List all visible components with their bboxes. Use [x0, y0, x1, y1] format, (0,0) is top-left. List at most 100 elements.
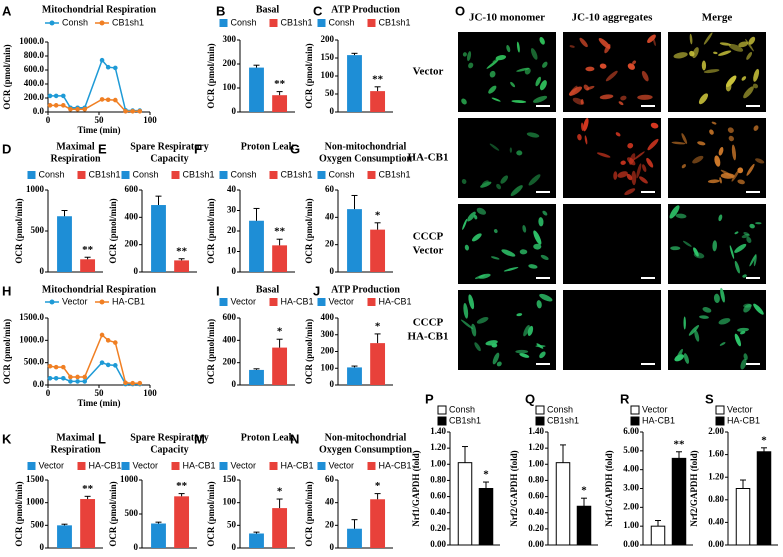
- data-point: [130, 380, 135, 386]
- y-tick-label: 0: [232, 379, 237, 389]
- y-tick-label: 0: [40, 542, 45, 552]
- significance: **: [274, 226, 286, 238]
- cell: [489, 70, 496, 78]
- y-tick-label: 60: [325, 184, 335, 194]
- legend-swatch: [171, 171, 180, 179]
- legend-label: CB1sh1: [112, 17, 144, 27]
- micrograph: [458, 118, 556, 198]
- cell: [641, 70, 649, 82]
- cell: [709, 129, 714, 135]
- legend-label: CB1sh1: [183, 169, 215, 179]
- cell: [468, 294, 475, 310]
- cell: [692, 47, 699, 59]
- cell: [743, 231, 750, 236]
- y-axis-label: OCR (pmol/min): [206, 481, 216, 546]
- chart-title: Mitochondrial Respiration: [42, 284, 157, 295]
- y-tick-label: 100: [321, 362, 335, 372]
- bar: [671, 457, 687, 546]
- x-axis-label: Time (min): [77, 398, 120, 408]
- data-point: [82, 379, 88, 384]
- legend-swatch: [367, 298, 376, 306]
- bar: [272, 95, 288, 112]
- cell: [535, 76, 541, 87]
- data-point: [123, 109, 128, 114]
- cell: [491, 97, 501, 102]
- x-tick-label: 100: [143, 388, 157, 398]
- y-tick-label: 0.00: [708, 539, 724, 549]
- cell: [596, 152, 611, 158]
- cell: [510, 185, 523, 197]
- y-tick-label: 20: [227, 225, 237, 235]
- legend-swatch: [367, 19, 376, 27]
- y-tick-label: 10: [227, 246, 237, 256]
- data-point: [68, 374, 73, 380]
- chart-title: Spare Respiratory: [130, 141, 208, 152]
- chart-title: Spare Respiratory: [130, 432, 208, 443]
- y-axis-label: OCR (pmol/min): [14, 198, 24, 263]
- cell: [583, 84, 590, 91]
- legend-label: HA-CB1: [379, 296, 412, 306]
- cell: [462, 52, 467, 57]
- legend-marker: [49, 299, 55, 305]
- bar: [272, 245, 288, 272]
- cell: [539, 351, 546, 359]
- micrograph: [563, 290, 661, 370]
- cell: [703, 69, 720, 74]
- y-tick-label: 5.00: [623, 445, 639, 455]
- y-tick-label: 1000: [26, 497, 45, 507]
- legend-label: Consh: [39, 169, 65, 179]
- legend-label: Consh: [62, 17, 88, 27]
- cell: [681, 164, 686, 169]
- cell: [632, 60, 637, 65]
- cell: [752, 83, 759, 89]
- cell: [746, 51, 753, 60]
- significance: *: [277, 326, 283, 338]
- cell: [538, 217, 544, 227]
- chart-title: Capacity: [150, 153, 188, 164]
- legend-swatch: [437, 416, 447, 426]
- y-axis-label: Nrf2/GAPDH (fold): [509, 450, 519, 526]
- cell: [506, 45, 511, 53]
- cell: [675, 213, 687, 219]
- cell: [585, 66, 595, 72]
- data-point: [113, 340, 118, 345]
- cell: [540, 254, 549, 260]
- y-tick-label: 200: [125, 239, 139, 249]
- cell: [569, 45, 575, 48]
- significance: **: [176, 245, 188, 257]
- legend-swatch: [27, 171, 36, 179]
- y-tick-label: 800.0: [24, 50, 45, 60]
- data-point: [105, 97, 111, 103]
- bar: [347, 367, 362, 385]
- legend-label: Vector: [329, 296, 355, 306]
- significance: *: [375, 480, 381, 492]
- data-point: [47, 376, 53, 381]
- cell: [501, 249, 516, 257]
- y-tick-label: 20: [325, 239, 335, 249]
- cell: [713, 51, 718, 55]
- bar: [272, 347, 288, 385]
- row-label: Vector: [413, 245, 444, 257]
- y-tick-label: 0.20: [528, 523, 544, 533]
- cell: [577, 134, 582, 141]
- cell: [464, 244, 470, 251]
- bar: [555, 462, 571, 546]
- cell: [749, 223, 755, 229]
- cell: [492, 352, 500, 365]
- legend-label: CB1sh1: [281, 17, 313, 27]
- legend-swatch: [317, 298, 326, 306]
- y-tick-label: 100: [223, 82, 237, 92]
- legend-swatch: [269, 19, 278, 27]
- y-tick-label: 1500.0: [19, 312, 44, 322]
- y-axis-label: OCR (pmol/min): [304, 198, 314, 263]
- y-tick-label: 200: [223, 58, 237, 68]
- cell: [627, 142, 634, 149]
- y-tick-label: 1000: [26, 184, 45, 194]
- y-tick-label: 500.0: [24, 357, 45, 367]
- cell: [755, 222, 762, 225]
- cell: [720, 287, 725, 303]
- cell: [636, 163, 642, 179]
- y-tick-label: 1.20: [528, 442, 544, 452]
- cell: [746, 163, 755, 176]
